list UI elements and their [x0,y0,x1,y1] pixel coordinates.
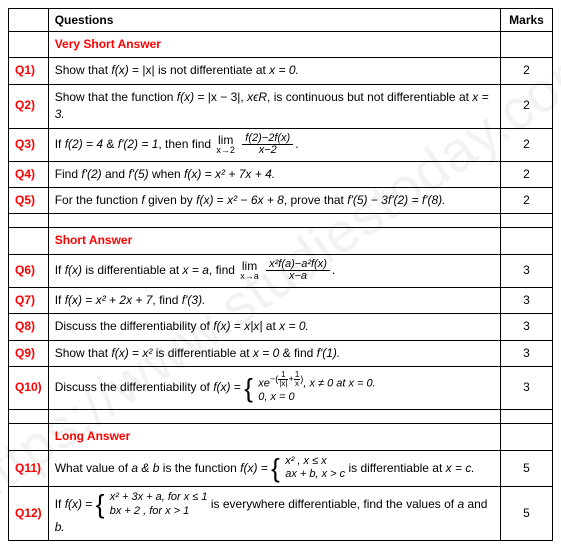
row-q4: Q4) Find f'(2) and f'(5) when f(x) = x² … [9,161,553,187]
marks: 3 [501,314,553,340]
question-text: For the function f given by f(x) = x² − … [48,188,500,214]
marks: 2 [501,128,553,161]
qno: Q1) [9,58,49,84]
marks: 2 [501,84,553,128]
question-text: If f(x) = { x² + 3x + a, for x ≤ 1 bx + … [48,487,500,541]
qno: Q8) [9,314,49,340]
col-marks-header: Marks [501,9,553,32]
question-text: Find f'(2) and f'(5) when f(x) = x² + 7x… [48,161,500,187]
marks: 5 [501,487,553,541]
row-q6: Q6) If f(x) is differentiable at x = a, … [9,254,553,287]
marks: 5 [501,450,553,487]
marks: 2 [501,188,553,214]
qno: Q5) [9,188,49,214]
row-q3: Q3) If f(2) = 4 & f'(2) = 1, then find l… [9,128,553,161]
spacer [9,410,553,424]
question-text: Discuss the differentiability of f(x) = … [48,314,500,340]
marks: 3 [501,287,553,313]
question-text: Show that f(x) = x² is differentiable at… [48,340,500,366]
col-qno-header [9,9,49,32]
row-q9: Q9) Show that f(x) = x² is differentiabl… [9,340,553,366]
marks: 3 [501,254,553,287]
qno: Q7) [9,287,49,313]
question-text: If f(x) = x² + 2x + 7, find f'(3). [48,287,500,313]
question-text: What value of a & b is the function f(x)… [48,450,500,487]
qno: Q12) [9,487,49,541]
qno: Q11) [9,450,49,487]
question-text: Show that f(x) = |x| is not differentiat… [48,58,500,84]
row-q11: Q11) What value of a & b is the function… [9,450,553,487]
qno: Q4) [9,161,49,187]
question-text: Discuss the differentiability of f(x) = … [48,367,500,410]
spacer [9,214,553,228]
section-sa: Short Answer [9,228,553,254]
section-vsa: Very Short Answer [9,32,553,58]
row-q1: Q1) Show that f(x) = |x| is not differen… [9,58,553,84]
question-text: If f(2) = 4 & f'(2) = 1, then find limx→… [48,128,500,161]
col-questions-header: Questions [48,9,500,32]
question-text: If f(x) is differentiable at x = a, find… [48,254,500,287]
row-q7: Q7) If f(x) = x² + 2x + 7, find f'(3). 3 [9,287,553,313]
marks: 3 [501,340,553,366]
qno: Q3) [9,128,49,161]
section-label: Very Short Answer [48,32,500,58]
section-la: Long Answer [9,424,553,450]
qno: Q2) [9,84,49,128]
question-text: Show that the function f(x) = |x − 3|, x… [48,84,500,128]
marks: 3 [501,367,553,410]
row-q8: Q8) Discuss the differentiability of f(x… [9,314,553,340]
qno: Q10) [9,367,49,410]
row-q2: Q2) Show that the function f(x) = |x − 3… [9,84,553,128]
questions-table: Questions Marks Very Short Answer Q1) Sh… [8,8,553,541]
section-label: Short Answer [48,228,500,254]
marks: 2 [501,58,553,84]
qno: Q6) [9,254,49,287]
marks: 2 [501,161,553,187]
row-q12: Q12) If f(x) = { x² + 3x + a, for x ≤ 1 … [9,487,553,541]
qno: Q9) [9,340,49,366]
section-label: Long Answer [48,424,500,450]
header-row: Questions Marks [9,9,553,32]
row-q5: Q5) For the function f given by f(x) = x… [9,188,553,214]
row-q10: Q10) Discuss the differentiability of f(… [9,367,553,410]
